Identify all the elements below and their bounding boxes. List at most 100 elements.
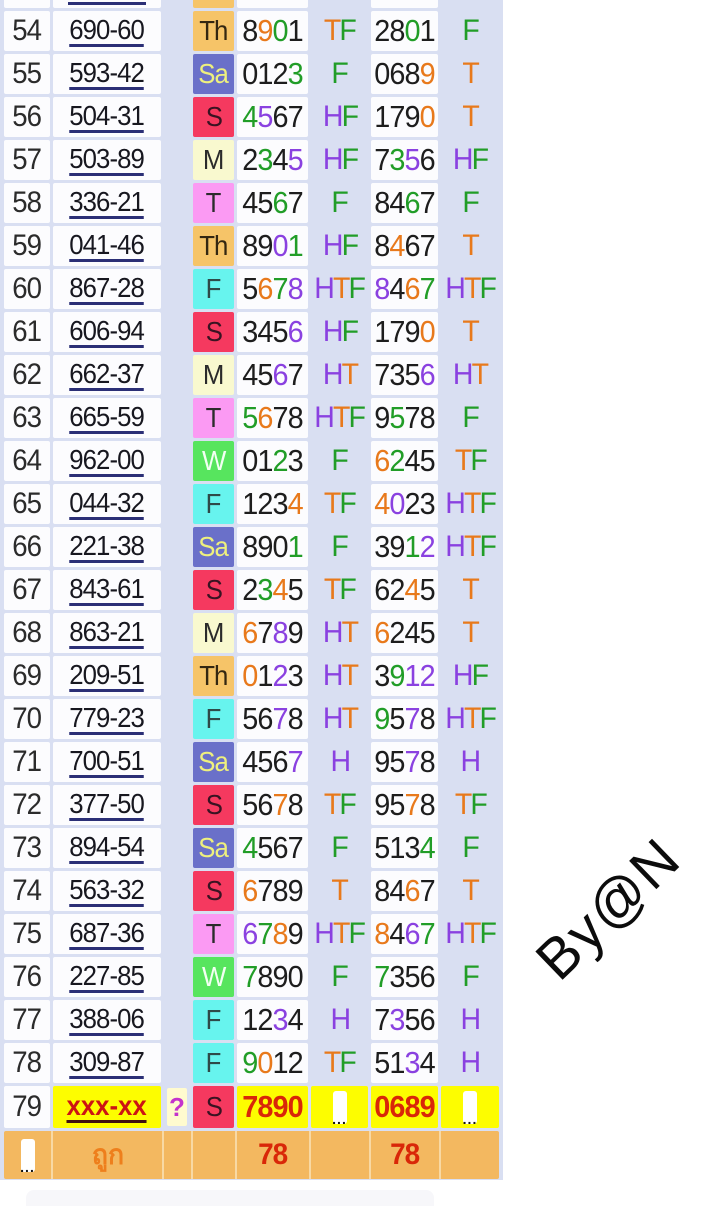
partial-day-cell	[193, 0, 234, 8]
gap-cell	[164, 441, 190, 481]
digit: 3	[287, 658, 304, 693]
digit: 2	[404, 486, 421, 521]
draw-code-link[interactable]: 662-37	[69, 358, 145, 392]
row-number: 63	[12, 401, 43, 434]
digit: 5	[272, 314, 289, 349]
digit: 8	[404, 56, 421, 91]
flags2-letters: T	[462, 100, 479, 134]
draw-code-cell: 336-21	[53, 183, 161, 223]
digit: 7	[404, 787, 421, 822]
draw-code-link[interactable]: 388-06	[69, 1003, 145, 1037]
flag-letter: T	[463, 272, 481, 305]
digit: 7	[272, 701, 289, 736]
draw-code-link[interactable]: 221-38	[69, 530, 145, 564]
draw-code-link[interactable]: 041-46	[69, 229, 145, 263]
digit: 3	[287, 56, 304, 91]
draw-code-link[interactable]: 309-87	[69, 1046, 145, 1080]
flag-letter: T	[463, 702, 481, 735]
digit: 4	[242, 357, 258, 392]
draw-code-link[interactable]: 377-50	[69, 788, 145, 822]
gap-cell	[164, 54, 190, 94]
digit: 4	[287, 1002, 304, 1037]
digit: 9	[374, 787, 390, 822]
flag-letter: F	[479, 917, 496, 950]
draw-code-link[interactable]: 665-59	[69, 401, 145, 435]
draw-code-link[interactable]: 962-00	[69, 444, 145, 478]
draw-code-link[interactable]: xxx-xx	[66, 1090, 148, 1124]
digit: 9	[272, 959, 289, 994]
digit: 6	[419, 142, 436, 177]
draw-code-link[interactable]: 687-36	[69, 917, 145, 951]
table-row-partial	[4, 0, 503, 8]
draw-code-cell: 044-32	[53, 484, 161, 524]
draw-code-link[interactable]: 563-32	[69, 874, 145, 908]
draw-code-link[interactable]: 606-94	[69, 315, 145, 349]
digit: 3	[389, 1002, 405, 1037]
question-mark[interactable]: ?	[167, 1088, 187, 1126]
day-label: Th	[199, 230, 228, 261]
flags2-cell: T	[441, 570, 499, 610]
draw-code-cell: 388-06	[53, 1000, 161, 1040]
digit: 7	[419, 271, 436, 306]
set2-cell: 0689	[371, 1086, 438, 1128]
flag-letter: F	[462, 960, 479, 993]
draw-code-cell: 503-89	[53, 140, 161, 180]
digit: 1	[257, 443, 273, 478]
row-number: 61	[12, 315, 43, 348]
gap-cell	[164, 484, 190, 524]
flag-letter: F	[339, 14, 357, 47]
draw-code-link[interactable]: 044-32	[69, 487, 145, 521]
draw-code-cell: 962-00	[53, 441, 161, 481]
draw-code-link[interactable]: 503-89	[69, 143, 145, 177]
draw-code-link[interactable]: 894-54	[69, 831, 145, 865]
digit: 6	[404, 271, 421, 306]
digit: 6	[404, 228, 421, 263]
row-number: 79	[12, 1090, 43, 1123]
digit: 1	[389, 830, 405, 865]
draw-code-cell: 779-23	[53, 699, 161, 739]
draw-code-link[interactable]: 504-31	[69, 100, 145, 134]
digit: 9	[389, 658, 405, 693]
draw-code-link[interactable]: 593-42	[69, 57, 145, 91]
day-cell: Th	[193, 656, 234, 696]
day-label: S	[205, 101, 222, 132]
flag-letter: F	[348, 272, 366, 305]
digit: 2	[272, 56, 289, 91]
digit: 5	[242, 701, 258, 736]
flag-letter: F	[479, 702, 496, 735]
day-cell: S	[193, 312, 234, 352]
draw-code-link[interactable]: 843-61	[69, 573, 145, 607]
draw-code-link[interactable]: 700-51	[69, 745, 145, 779]
digit: 2	[389, 615, 405, 650]
draw-code-link[interactable]: 227-85	[69, 960, 145, 994]
table-row: 66 221-38 Sa 8 9 0 1 F 3 9 1 2 H T F	[4, 527, 503, 567]
draw-code-link[interactable]: 336-21	[69, 186, 145, 220]
day-label: F	[206, 273, 222, 304]
draw-code-link[interactable]: 867-28	[69, 272, 145, 306]
draw-code-link[interactable]: 690-60	[69, 14, 145, 48]
draw-code-link[interactable]: 863-21	[69, 616, 145, 650]
draw-code-cell: 309-87	[53, 1043, 161, 1083]
draw-code-link[interactable]: 209-51	[69, 659, 145, 693]
row-number-cell: 66	[4, 527, 50, 567]
draw-code-link[interactable]: 779-23	[69, 702, 145, 736]
day-label: F	[206, 488, 222, 519]
digit: 5	[389, 744, 405, 779]
